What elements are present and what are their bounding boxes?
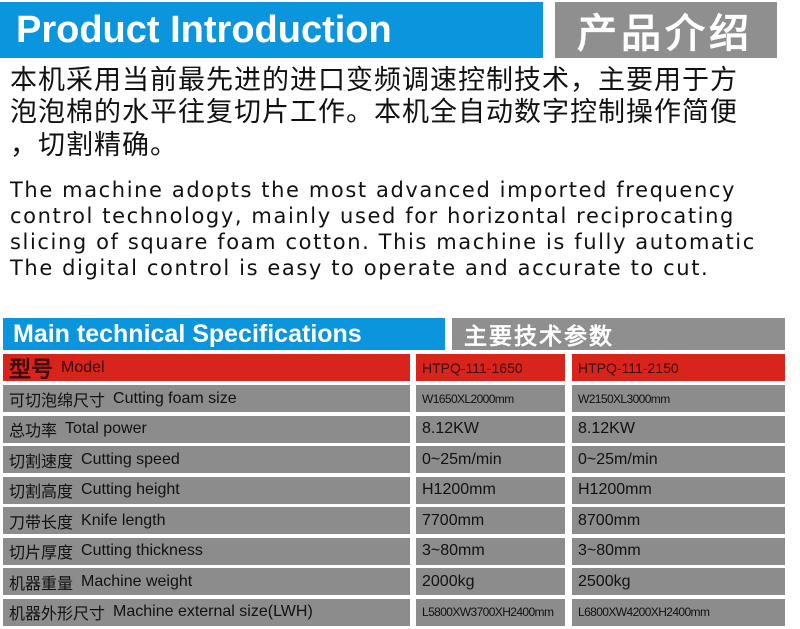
spec-label: 机器外形尺寸 Machine external size(LWH) (3, 598, 410, 626)
intro-en-line: The digital control is easy to operate a… (10, 256, 710, 280)
spec-value-model-1: H1200mm (416, 476, 565, 504)
spec-value-model-1: 2000kg (416, 568, 565, 595)
spec-value-model-1: 8.12KW (416, 415, 565, 443)
spec-value-model-2: 8700mm (572, 507, 785, 534)
spec-label-zh: 机器外形尺寸 (9, 606, 106, 623)
spec-label-en: Machine external size(LWH) (113, 603, 313, 620)
specs-title-en: Main technical Specifications (3, 318, 445, 350)
spec-label-zh: 机器重量 (9, 575, 74, 593)
spec-value-model-1: 7700mm (416, 507, 565, 534)
spec-value-model-2: H1200mm (572, 476, 785, 504)
spec-label-zh: 总功率 (9, 423, 58, 440)
intro-title-zh: 产品介绍 (555, 2, 777, 58)
spec-label: 切片厚度 Cutting thickness (3, 537, 410, 565)
spec-value-model-1: W1650XL2000mm (416, 385, 565, 412)
spec-label-en: Cutting thickness (81, 542, 203, 559)
intro-en-line: slicing of square foam cotton. This mach… (10, 230, 756, 254)
spec-label-en: Machine weight (81, 572, 193, 590)
header-label: 型号 Model (3, 354, 410, 381)
model-1: HTPQ-111-1650 (416, 354, 565, 381)
intro-en-line: control technology, mainly used for hori… (10, 204, 735, 228)
spec-label: 切割高度 Cutting height (3, 476, 410, 504)
spec-label: 机器重量 Machine weight (3, 568, 410, 595)
spec-value-model-2: 0~25m/min (572, 446, 785, 473)
spec-label-zh: 切片厚度 (9, 545, 74, 562)
model-2: HTPQ-111-2150 (572, 354, 785, 381)
spec-label-zh: 刀带长度 (9, 514, 74, 532)
spec-label-zh: 可切泡绵尺寸 (9, 392, 106, 410)
spec-value-model-2: 3~80mm (572, 537, 785, 565)
spec-value-model-2: 2500kg (572, 568, 785, 595)
intro-en-line: The machine adopts the most advanced imp… (10, 178, 737, 202)
spec-label-en: Cutting height (81, 481, 180, 498)
intro-zh-line: 泡泡棉的水平往复切片工作。本机全自动数字控制操作简便 (10, 97, 738, 127)
spec-label-zh: 切割高度 (9, 484, 74, 501)
spec-label: 切割速度 Cutting speed (3, 446, 410, 473)
spec-value-model-2: 8.12KW (572, 415, 785, 443)
specs-title-zh: 主要技术参数 (452, 318, 785, 350)
spec-label-en: Cutting foam size (113, 389, 237, 407)
spec-value-model-1: L5800XW3700XH2400mm (416, 598, 565, 626)
spec-label-zh: 切割速度 (9, 453, 74, 471)
spec-value-model-1: 3~80mm (416, 537, 565, 565)
intro-title-en-text: Product Introduction (16, 8, 392, 51)
header-label-en: Model (61, 358, 105, 376)
intro-title-zh-text: 产品介绍 (577, 12, 753, 56)
spec-label-en: Total power (65, 420, 147, 437)
header-label-zh: 型号 (9, 356, 54, 382)
intro-title-en: Product Introduction (0, 2, 543, 58)
spec-label: 可切泡绵尺寸 Cutting foam size (3, 385, 410, 412)
spec-value-model-2: L6800XW4200XH2400mm (572, 598, 785, 626)
spec-label: 总功率 Total power (3, 415, 410, 443)
intro-zh-line: ，切割精确。 (10, 130, 178, 160)
spec-value-model-1: 0~25m/min (416, 446, 565, 473)
intro-zh-line: 本机采用当前最先进的进口变频调速控制技术，主要用于方 (10, 65, 738, 95)
spec-label-en: Knife length (81, 511, 166, 529)
spec-label-en: Cutting speed (81, 450, 180, 468)
spec-label: 刀带长度 Knife length (3, 507, 410, 534)
spec-value-model-2: W2150XL3000mm (572, 385, 785, 412)
